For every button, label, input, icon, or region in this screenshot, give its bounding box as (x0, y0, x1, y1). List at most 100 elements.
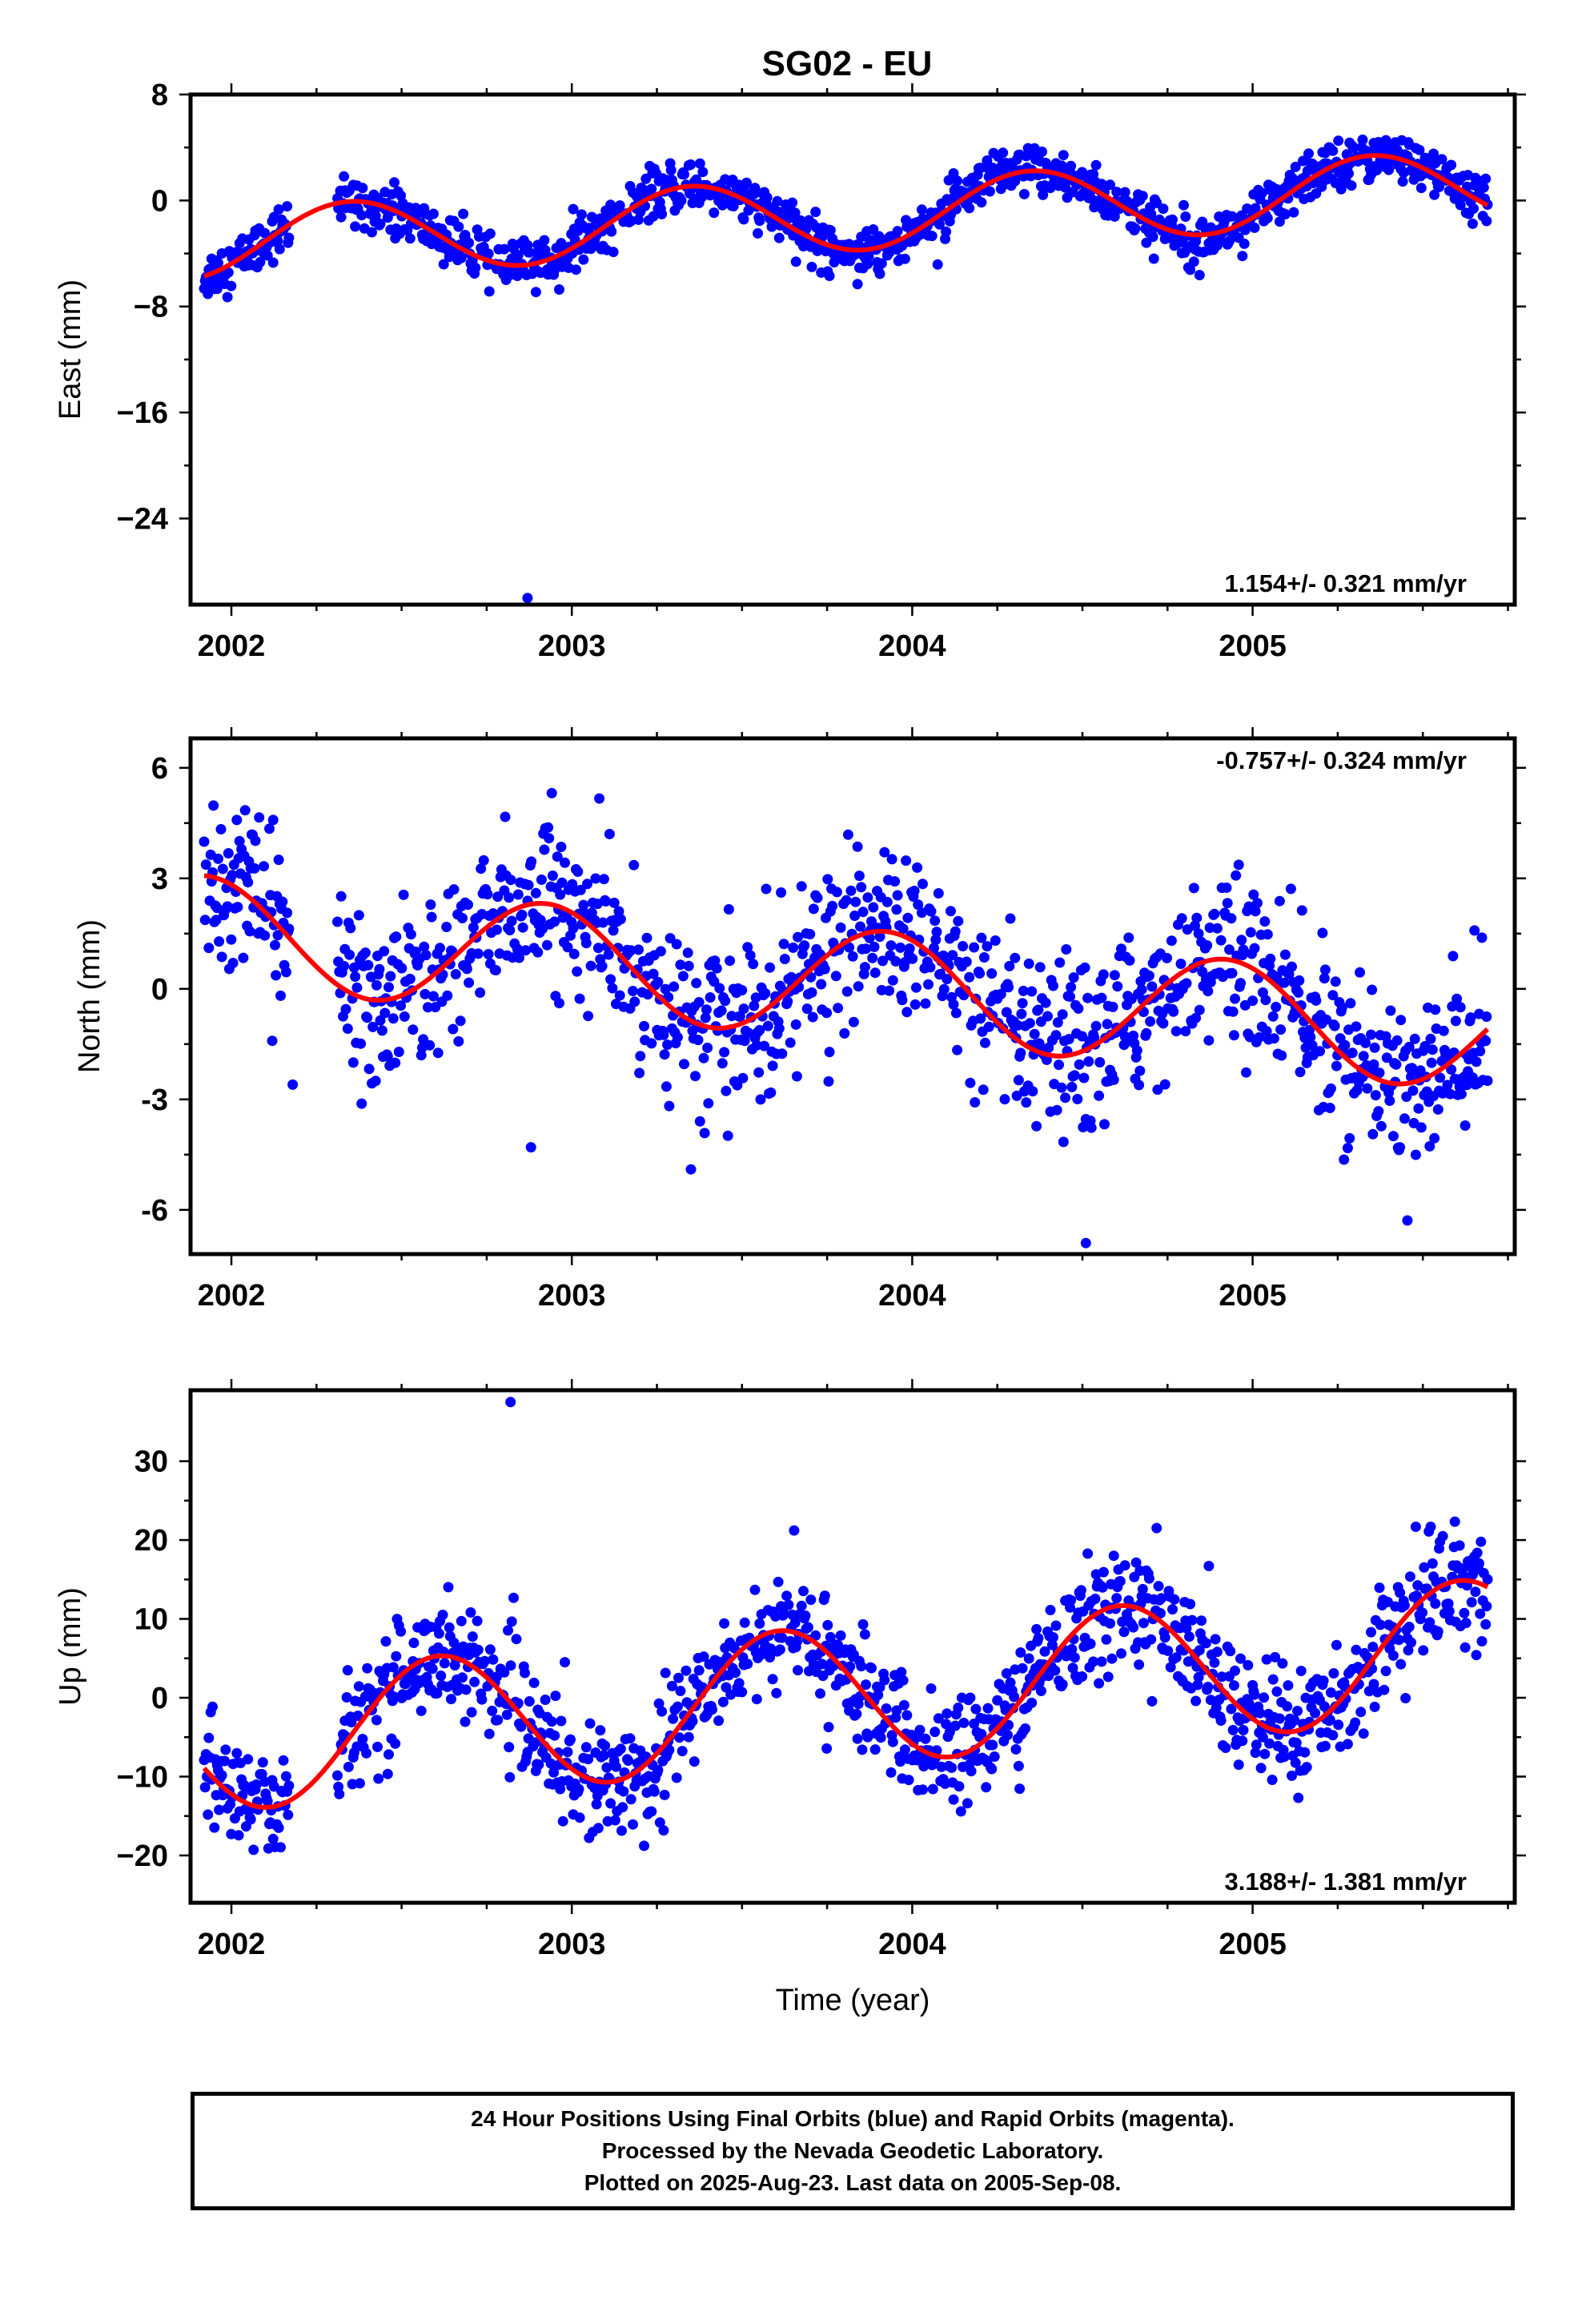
north-data-point (1447, 1001, 1458, 1012)
east-data-point (665, 165, 677, 175)
north-data-point (468, 922, 479, 933)
north-data-point (807, 1011, 818, 1023)
up-data-point (1210, 1634, 1221, 1645)
east-data-point (852, 279, 863, 290)
up-data-point (1395, 1587, 1406, 1598)
north-data-point (432, 1047, 444, 1059)
up-data-point (673, 1672, 684, 1683)
up-data-point (1033, 1633, 1044, 1644)
north-data-point (1204, 923, 1215, 933)
north-data-point (1112, 981, 1123, 992)
north-data-point (259, 861, 269, 872)
north-data-point (435, 943, 445, 954)
up-data-point (1374, 1582, 1385, 1594)
up-data-point (504, 1742, 515, 1753)
north-data-point (554, 998, 564, 1009)
up-data-point (625, 1794, 636, 1805)
north-data-point (416, 1050, 427, 1061)
east-data-point (676, 195, 687, 206)
north-data-point (816, 979, 827, 990)
east-rate-label: 1.154+/- 0.321 mm/yr (1225, 569, 1467, 597)
east-data-point (458, 208, 469, 219)
north-data-point (1391, 1059, 1402, 1070)
up-data-point (1014, 1783, 1026, 1795)
north-data-point (1193, 928, 1204, 939)
east-data-point (1446, 159, 1457, 171)
up-data-point (1108, 1550, 1119, 1562)
up-x-tick-label: 2005 (1219, 1928, 1287, 1961)
east-outlier-point (522, 593, 533, 604)
up-data-point (1287, 1770, 1297, 1781)
north-data-point (633, 944, 644, 955)
north-data-point (530, 887, 541, 899)
up-data-point (1333, 1719, 1344, 1731)
east-data-point (1178, 199, 1189, 211)
up-data-point (373, 1773, 384, 1784)
north-data-point (213, 853, 223, 864)
up-data-point (646, 1806, 657, 1817)
up-data-point (1475, 1608, 1486, 1619)
north-y-tick-label: -3 (141, 1084, 168, 1117)
north-data-point (782, 996, 793, 1007)
north-data-point (574, 993, 585, 1004)
north-data-point (492, 924, 502, 935)
north-data-point (227, 958, 239, 968)
east-data-point (1237, 251, 1248, 262)
north-data-point (1373, 1106, 1384, 1117)
up-data-point (1375, 1619, 1386, 1630)
up-data-point (930, 1727, 941, 1738)
north-data-point (947, 950, 958, 961)
up-data-point (1399, 1600, 1410, 1611)
north-data-point (726, 1011, 737, 1022)
north-data-point (211, 915, 222, 926)
east-data-point (1434, 182, 1444, 192)
north-data-point (717, 1058, 728, 1069)
north-data-point (969, 942, 980, 953)
up-data-point (1185, 1598, 1196, 1610)
north-data-point (1407, 1085, 1419, 1096)
north-data-point (904, 943, 915, 954)
east-data-point (1185, 264, 1196, 275)
north-plot-frame (188, 736, 1517, 1256)
up-data-point (881, 1703, 892, 1714)
north-data-point (698, 1052, 709, 1063)
north-data-point (379, 946, 390, 957)
up-data-point (484, 1728, 495, 1739)
up-data-point (595, 1725, 606, 1736)
up-data-point (1045, 1605, 1056, 1615)
up-data-point (798, 1586, 809, 1597)
up-data-point (199, 1782, 211, 1793)
up-y-tick-label: −20 (117, 1839, 168, 1873)
north-data-point (805, 929, 816, 939)
up-data-point (380, 1636, 391, 1647)
up-data-point (719, 1618, 730, 1629)
up-data-point (1472, 1547, 1483, 1558)
east-data-point (932, 259, 943, 270)
north-data-point (517, 922, 528, 933)
up-data-point (989, 1751, 1000, 1762)
up-data-point (754, 1618, 765, 1629)
north-data-point (1247, 995, 1259, 1007)
up-data-point (1220, 1743, 1231, 1753)
east-data-point (272, 235, 283, 247)
north-data-point (1254, 1031, 1265, 1043)
up-data-point (352, 1711, 363, 1721)
east-data-point (255, 256, 266, 267)
north-data-point (552, 851, 563, 862)
north-data-point (356, 1098, 367, 1109)
east-data-point (1274, 216, 1285, 227)
north-data-point (1057, 1009, 1068, 1020)
north-data-point (1430, 1004, 1441, 1015)
east-data-point (1262, 212, 1273, 223)
up-data-point (1075, 1585, 1086, 1596)
north-data-point (1429, 1132, 1440, 1144)
up-data-point (275, 1842, 286, 1853)
east-y-tick-label: −16 (117, 396, 168, 430)
north-data-point (547, 870, 558, 881)
north-outlier-point (685, 1164, 697, 1175)
north-data-point (1267, 1011, 1279, 1022)
north-data-point (1230, 993, 1240, 1004)
north-data-point (1145, 1016, 1156, 1027)
up-data-point (986, 1763, 998, 1775)
up-y-tick-label: 20 (135, 1524, 168, 1558)
